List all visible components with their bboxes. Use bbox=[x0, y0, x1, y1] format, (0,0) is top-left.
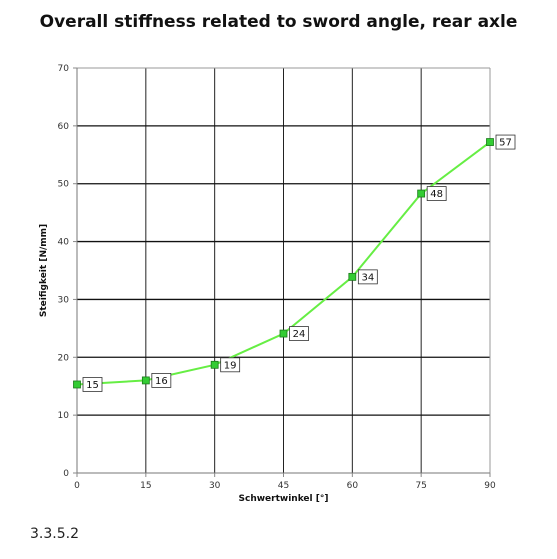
data-label-box bbox=[357, 269, 378, 285]
data-label: 48 bbox=[430, 189, 443, 200]
x-axis-title: Schwertwinkel [°] bbox=[239, 494, 329, 504]
data-label: 24 bbox=[293, 329, 306, 340]
x-tick-label: 60 bbox=[347, 481, 359, 491]
vertical-gridlines bbox=[145, 68, 422, 473]
data-label: 15 bbox=[86, 380, 99, 391]
data-label-box bbox=[289, 326, 309, 341]
data-point-marker bbox=[141, 376, 150, 385]
x-tick-labels: 0 15 30 45 60 75 90 bbox=[74, 473, 496, 491]
data-label-box bbox=[426, 186, 447, 201]
x-tick-label: 30 bbox=[209, 481, 221, 491]
data-point-marker bbox=[279, 329, 288, 338]
y-tick-label: 10 bbox=[58, 411, 70, 421]
data-label: 19 bbox=[224, 360, 237, 371]
y-tick-label: 60 bbox=[58, 122, 70, 132]
figure-caption: 3.3.5.2 bbox=[30, 526, 79, 542]
chart-svg: 0 15 30 45 60 75 90 0 10 20 30 40 50 60 70 15 16 19 24 34… bbox=[39, 64, 516, 504]
data-points bbox=[73, 138, 494, 389]
data-label: 34 bbox=[361, 272, 374, 283]
data-label: 16 bbox=[155, 376, 168, 387]
data-label-box bbox=[82, 377, 103, 392]
y-tick-label: 70 bbox=[58, 64, 70, 74]
y-tick-label: 50 bbox=[58, 180, 70, 190]
data-label-box bbox=[220, 357, 241, 373]
data-point-marker bbox=[348, 272, 357, 281]
data-labels: 15 16 19 24 34 48 57 bbox=[82, 134, 516, 392]
horizontal-gridlines bbox=[77, 125, 490, 416]
y-tick-label: 40 bbox=[58, 238, 70, 248]
y-tick-label: 0 bbox=[63, 469, 69, 479]
x-tick-label: 90 bbox=[484, 481, 496, 491]
data-point-marker bbox=[486, 138, 494, 146]
x-tick-label: 75 bbox=[415, 481, 426, 491]
x-tick-label: 15 bbox=[140, 481, 151, 491]
chart-title: Overall stiffness related to sword angle… bbox=[39, 12, 518, 32]
data-point-marker bbox=[210, 360, 219, 369]
y-axis-title: Steifigkeit [N/mm] bbox=[39, 224, 49, 317]
data-label: 57 bbox=[499, 138, 512, 149]
data-label-box bbox=[495, 134, 516, 150]
y-tick-label: 30 bbox=[58, 295, 70, 305]
x-tick-label: 0 bbox=[74, 481, 80, 491]
data-point-marker bbox=[73, 380, 81, 389]
x-tick-label: 45 bbox=[278, 481, 289, 491]
y-tick-label: 20 bbox=[58, 353, 70, 363]
y-tick-labels: 0 10 20 30 40 50 60 70 bbox=[58, 64, 77, 479]
data-label-box bbox=[151, 373, 172, 388]
data-point-marker bbox=[417, 189, 426, 198]
